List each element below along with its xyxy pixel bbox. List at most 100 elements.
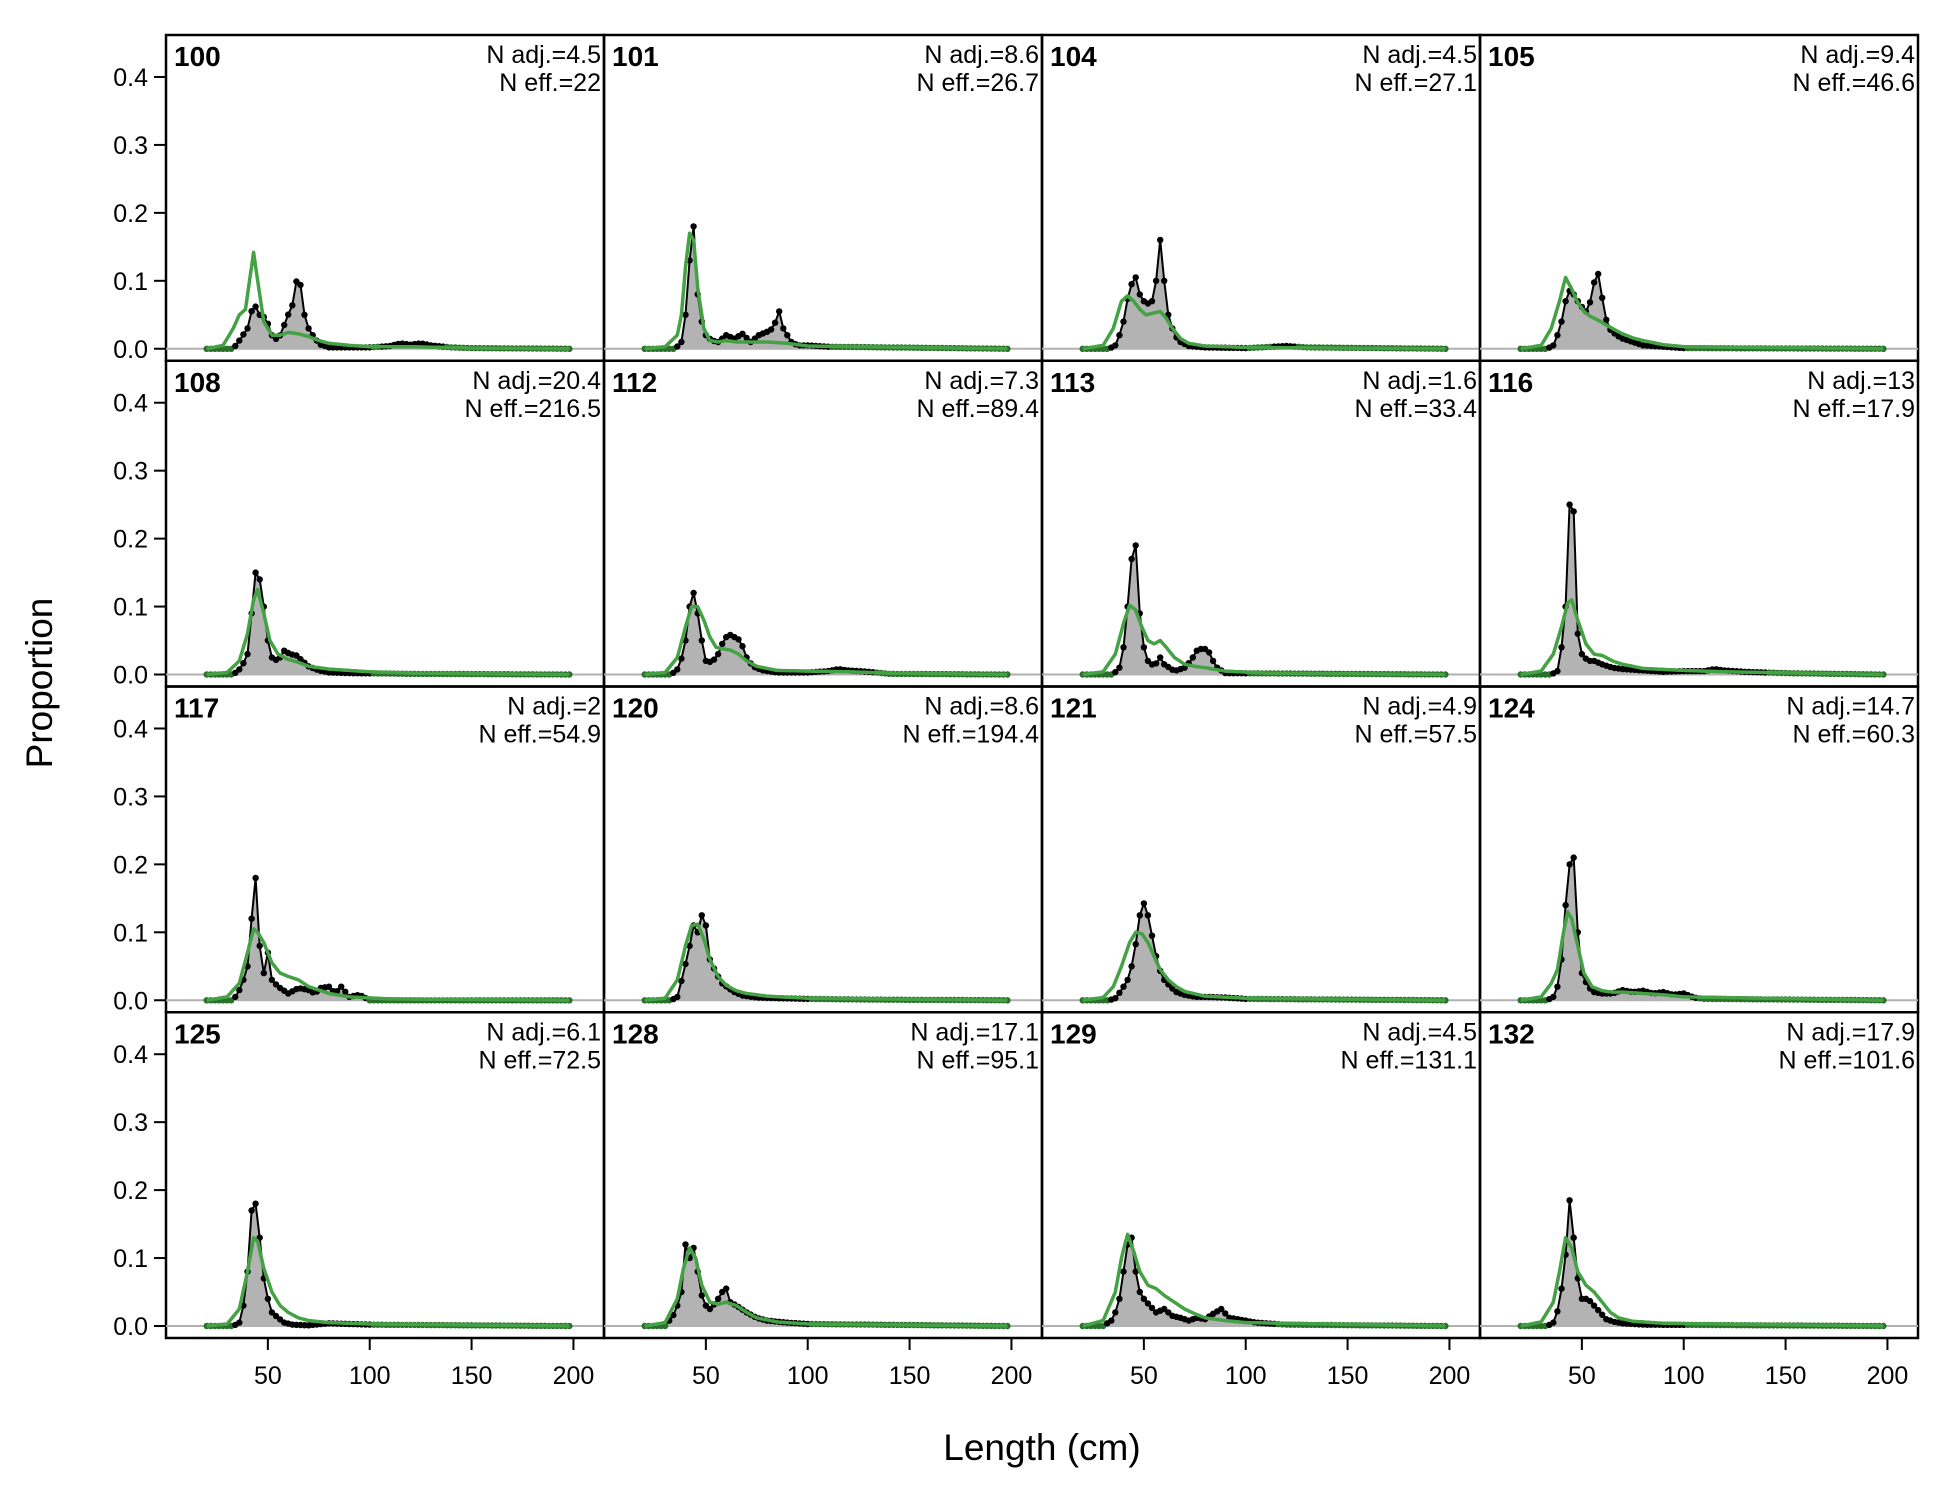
expected-line — [1520, 598, 1884, 677]
observed-point — [1566, 1197, 1573, 1204]
observed-point — [272, 981, 280, 988]
observed-point — [285, 311, 292, 318]
expected-line — [644, 922, 1008, 1003]
observed-point — [236, 337, 243, 344]
observed-point — [1554, 667, 1561, 675]
observed-point — [723, 1285, 730, 1292]
x-tick-label: 200 — [553, 1362, 595, 1390]
observed-point — [338, 983, 345, 990]
y-tick-label: 0.3 — [113, 1109, 148, 1137]
observed-point — [240, 331, 247, 338]
observed-point — [1550, 1319, 1557, 1326]
n-eff-label: N eff.=27.1 — [1354, 69, 1477, 97]
observed-point — [776, 308, 783, 315]
x-tick-label: 50 — [254, 1362, 282, 1390]
observed-point — [264, 1295, 272, 1303]
observed-point — [1128, 555, 1135, 563]
observed-point — [248, 1207, 255, 1214]
y-tick-label: 0.4 — [113, 64, 148, 92]
observed-point — [1574, 630, 1582, 637]
y-tick-label: 0.0 — [113, 336, 148, 364]
expected-line — [1082, 603, 1446, 677]
panel-105: 105 N adj.=9.4N eff.=46.6 — [1478, 33, 1920, 362]
y-tick-label: 0.0 — [113, 987, 148, 1015]
observed-point — [1152, 660, 1160, 667]
observed-point — [1570, 854, 1577, 861]
observed-point — [698, 912, 705, 919]
y-tick-label: 0.1 — [113, 919, 148, 947]
observed-point — [739, 330, 746, 337]
observed-point — [1140, 900, 1148, 907]
y-tick-label: 0.1 — [113, 1245, 148, 1273]
observed-point — [1570, 1234, 1577, 1241]
observed-point — [1558, 644, 1565, 651]
x-tick-label: 100 — [349, 1362, 391, 1390]
n-adj-label: N adj.=8.6 — [924, 693, 1039, 721]
y-tick-label: 0.2 — [113, 1177, 148, 1205]
n-eff-label: N eff.=95.1 — [916, 1046, 1039, 1074]
observed-point — [1132, 542, 1139, 549]
observed-point — [1120, 318, 1127, 325]
n-adj-label: N adj.=6.1 — [486, 1018, 601, 1046]
panel-frame — [1478, 1011, 1920, 1340]
observed-point — [1132, 941, 1139, 948]
panel-124: 124 N adj.=14.7N eff.=60.3 — [1478, 685, 1920, 1014]
n-adj-label: N adj.=8.6 — [924, 41, 1039, 69]
observed-point — [232, 342, 239, 350]
observed-point — [1599, 1311, 1606, 1318]
observed-point — [1586, 1297, 1594, 1305]
n-adj-label: N adj.=9.4 — [1800, 41, 1915, 69]
n-eff-label: N eff.=194.4 — [903, 721, 1040, 749]
observed-point — [743, 334, 750, 342]
observed-point — [698, 1292, 705, 1299]
observed-point — [342, 988, 349, 995]
panel-title: 124 — [1488, 693, 1535, 724]
observed-point — [248, 308, 255, 315]
expected-line — [1520, 275, 1884, 351]
observed-point — [780, 325, 787, 332]
observed-point — [1595, 1306, 1602, 1314]
observed-point — [252, 874, 259, 882]
n-adj-label: N adj.=1.6 — [1362, 367, 1477, 395]
observed-area — [206, 878, 570, 1001]
n-adj-label: N adj.=2 — [507, 693, 601, 721]
observed-point — [674, 343, 681, 350]
observed-point — [767, 326, 775, 333]
observed-point — [1136, 912, 1144, 919]
observed-point — [248, 915, 255, 922]
panel-112: 112 N adj.=7.3N eff.=89.4 — [602, 359, 1044, 688]
observed-point — [1595, 270, 1602, 278]
observed-point — [252, 569, 259, 576]
x-tick-label: 150 — [889, 1362, 931, 1390]
y-tick-label: 0.1 — [113, 268, 148, 296]
observed-point — [1554, 983, 1561, 990]
x-tick-label: 100 — [787, 1362, 829, 1390]
observed-point — [301, 311, 308, 318]
observed-point — [682, 311, 689, 318]
observed-area — [644, 915, 1008, 1001]
n-eff-label: N eff.=26.7 — [916, 69, 1039, 97]
observed-point — [256, 576, 263, 583]
observed-point — [1550, 993, 1557, 1001]
observed-point — [771, 319, 779, 326]
observed-point — [1562, 298, 1569, 305]
observed-point — [1558, 1285, 1565, 1292]
observed-point — [305, 325, 312, 332]
observed-point — [714, 650, 722, 658]
observed-point — [674, 666, 681, 673]
observed-point — [1112, 342, 1119, 349]
panel-title: 105 — [1488, 41, 1535, 72]
observed-point — [682, 1241, 689, 1248]
y-tick-label: 0.3 — [113, 783, 148, 811]
observed-area — [1520, 274, 1884, 349]
observed-point — [1562, 901, 1569, 909]
observed-point — [1116, 332, 1123, 339]
observed-point — [1554, 1308, 1561, 1315]
observed-point — [1144, 1300, 1152, 1307]
x-tick-label: 50 — [692, 1362, 720, 1390]
observed-point — [281, 321, 288, 329]
expected-line — [206, 587, 570, 677]
x-tick-label: 200 — [1429, 1362, 1471, 1390]
n-eff-label: N eff.=101.6 — [1779, 1046, 1915, 1074]
